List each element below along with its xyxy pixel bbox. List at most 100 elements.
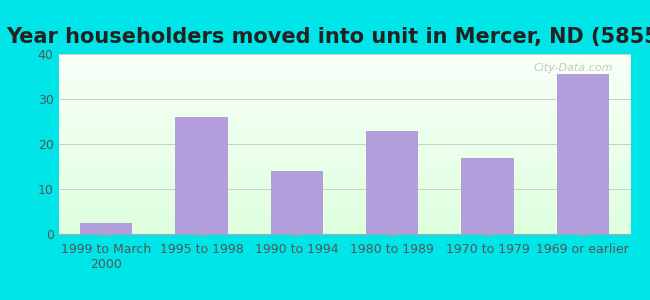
Bar	[58, 197, 630, 198]
Bar	[58, 85, 630, 86]
Bar	[58, 204, 630, 205]
Bar	[58, 66, 630, 67]
Bar	[58, 89, 630, 90]
Bar	[58, 123, 630, 124]
Bar	[58, 133, 630, 134]
Bar	[58, 156, 630, 157]
Bar	[58, 220, 630, 221]
Bar	[58, 165, 630, 166]
Bar	[58, 138, 630, 139]
Bar	[58, 107, 630, 108]
Bar	[58, 97, 630, 98]
Bar	[58, 226, 630, 227]
Bar	[58, 170, 630, 171]
Bar	[58, 114, 630, 115]
Bar	[58, 57, 630, 58]
Bar	[58, 77, 630, 78]
Bar	[58, 188, 630, 189]
Bar	[58, 216, 630, 217]
Bar	[58, 219, 630, 220]
Bar	[462, 158, 514, 234]
Bar	[58, 159, 630, 160]
Bar	[58, 92, 630, 93]
Bar	[58, 194, 630, 195]
Bar	[58, 147, 630, 148]
Bar	[58, 189, 630, 190]
Bar	[80, 223, 133, 234]
Bar	[58, 193, 630, 194]
Bar	[58, 203, 630, 204]
Bar	[58, 163, 630, 164]
Bar	[58, 186, 630, 187]
Bar	[58, 78, 630, 79]
Bar	[58, 85, 630, 86]
Bar	[58, 87, 630, 88]
Bar	[58, 202, 630, 203]
Bar	[58, 81, 630, 82]
Bar	[58, 59, 630, 60]
Bar	[58, 214, 630, 215]
Bar	[556, 74, 609, 234]
Bar	[58, 144, 630, 145]
Bar	[366, 130, 419, 234]
Bar	[58, 230, 630, 231]
Bar	[58, 129, 630, 130]
Bar	[58, 224, 630, 225]
Bar	[58, 195, 630, 196]
Bar	[58, 73, 630, 74]
Bar	[58, 84, 630, 85]
Bar	[58, 99, 630, 100]
Bar	[58, 54, 630, 55]
Bar	[58, 178, 630, 179]
Bar	[58, 132, 630, 133]
Bar	[58, 113, 630, 114]
Bar	[58, 211, 630, 212]
Bar	[58, 130, 630, 131]
Bar	[58, 225, 630, 226]
Bar	[58, 70, 630, 71]
Bar	[58, 210, 630, 211]
Bar	[58, 125, 630, 126]
Bar	[58, 227, 630, 228]
Bar	[58, 190, 630, 191]
Bar	[58, 143, 630, 144]
Bar	[58, 172, 630, 173]
Bar	[58, 128, 630, 129]
Bar	[58, 145, 630, 146]
Bar	[58, 135, 630, 136]
Bar	[58, 205, 630, 206]
Bar	[58, 154, 630, 155]
Bar	[58, 192, 630, 193]
Bar	[58, 212, 630, 213]
Bar	[58, 105, 630, 106]
Bar	[58, 79, 630, 80]
Bar	[58, 102, 630, 103]
Bar	[58, 200, 630, 201]
Bar	[58, 120, 630, 121]
Bar	[58, 83, 630, 84]
Bar	[58, 131, 630, 132]
Bar	[58, 229, 630, 230]
Bar	[58, 181, 630, 182]
Bar	[58, 150, 630, 151]
Bar	[58, 106, 630, 107]
Bar	[58, 140, 630, 141]
Bar	[58, 217, 630, 218]
Bar	[58, 171, 630, 172]
Bar	[58, 177, 630, 178]
Bar	[58, 222, 630, 223]
Bar	[58, 68, 630, 69]
Bar	[58, 62, 630, 63]
Bar	[58, 183, 630, 184]
Bar	[58, 122, 630, 123]
Bar	[58, 75, 630, 76]
Bar	[58, 142, 630, 143]
Bar	[58, 185, 630, 186]
Bar	[58, 221, 630, 222]
Bar	[58, 213, 630, 214]
Bar	[58, 67, 630, 68]
Bar	[58, 80, 630, 81]
Bar	[58, 74, 630, 75]
Bar	[58, 152, 630, 153]
Bar	[58, 134, 630, 135]
